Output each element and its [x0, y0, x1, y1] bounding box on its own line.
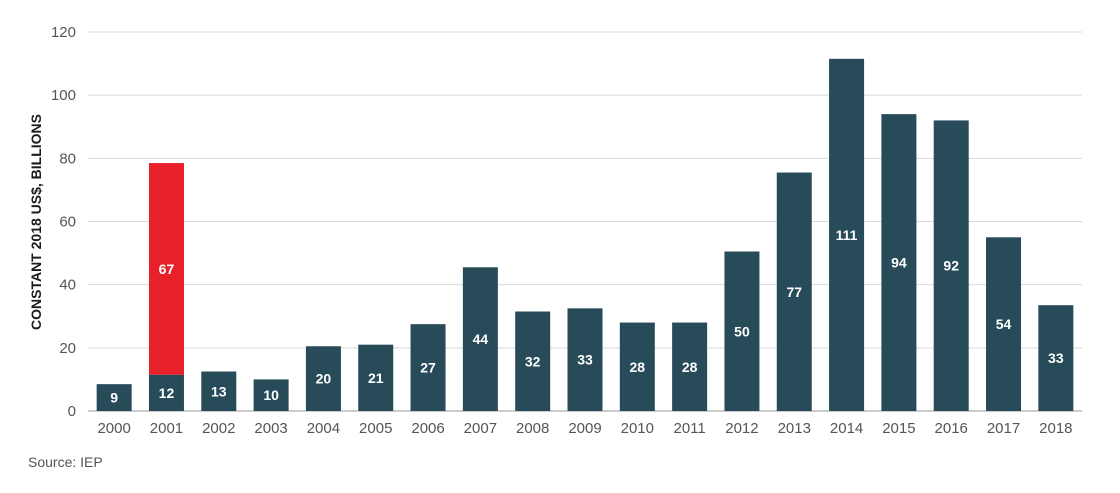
- bar-value-label: 94: [891, 255, 907, 271]
- bar-2003: [253, 379, 289, 411]
- bar-2005: [358, 344, 394, 411]
- x-tick-label: 2002: [202, 420, 235, 437]
- bar-value-label: 10: [263, 387, 279, 403]
- bar-value-label: 20: [316, 371, 332, 387]
- x-tick-label: 2007: [464, 420, 497, 437]
- bar-2000: [96, 384, 132, 411]
- x-tick-label: 2010: [621, 420, 654, 437]
- x-tick-label: 2008: [516, 420, 549, 437]
- bar-2015: [881, 114, 917, 411]
- x-tick-label: 2011: [673, 420, 705, 437]
- x-tick-label: 2003: [254, 420, 287, 437]
- bar-2016: [933, 120, 969, 411]
- x-tick-label: 2013: [778, 420, 811, 437]
- y-tick-label: 40: [59, 277, 76, 294]
- bar-2014: [829, 58, 865, 412]
- bar-2011: [672, 322, 708, 411]
- bar-2013: [776, 172, 812, 411]
- x-axis-ticks: 2000 2001 2002 2003 2004 2005 2006 2007 2008 2009…: [97, 420, 1072, 437]
- x-tick-label: 2005: [359, 420, 392, 437]
- bar-2017: [986, 237, 1022, 411]
- bar-2012: [724, 251, 760, 411]
- x-tick-label: 2018: [1039, 420, 1072, 437]
- bar-value-label: 32: [525, 353, 541, 369]
- y-tick-label: 100: [51, 87, 76, 104]
- bar-2009: [567, 308, 603, 411]
- bar-value-label: 50: [734, 323, 750, 339]
- bar-2001-highlight: [148, 163, 184, 375]
- y-tick-label: 120: [51, 24, 76, 41]
- bar-value-label: 13: [211, 383, 227, 399]
- bar-2002: [201, 371, 237, 411]
- bar-2008: [515, 311, 551, 411]
- y-tick-label: 0: [68, 403, 76, 420]
- bar-value-label: 92: [943, 258, 959, 274]
- y-tick-label: 80: [59, 150, 76, 167]
- bar-2010: [619, 322, 655, 411]
- bar-2007: [462, 267, 498, 411]
- bar-value-label: 33: [577, 352, 593, 368]
- x-tick-label: 2001: [150, 420, 183, 437]
- x-tick-label: 2017: [987, 420, 1020, 437]
- bar-value-label: 111: [836, 227, 858, 243]
- x-tick-label: 2012: [725, 420, 758, 437]
- bar-highlight-value-label: 67: [159, 261, 175, 277]
- x-tick-label: 2004: [307, 420, 340, 437]
- x-tick-label: 2014: [830, 420, 863, 437]
- x-tick-label: 2015: [882, 420, 915, 437]
- bar-value-label: 9: [110, 390, 118, 406]
- bar-value-label: 28: [682, 359, 698, 375]
- bar-2001: [148, 374, 184, 411]
- x-tick-label: 2000: [97, 420, 130, 437]
- bar-value-label: 28: [630, 359, 646, 375]
- bar-2006: [410, 324, 446, 411]
- bar-2004: [305, 346, 341, 411]
- bar-value-label: 54: [996, 316, 1012, 332]
- x-tick-label: 2016: [935, 420, 968, 437]
- x-tick-label: 2009: [568, 420, 601, 437]
- y-tick-label: 20: [59, 340, 76, 357]
- bar-value-label: 77: [786, 284, 802, 300]
- x-tick-label: 2006: [411, 420, 444, 437]
- bars: 9 12 67 13 10 20 21 27 44 32 33 28 28 50 77 111 94 92 54 33: [96, 58, 1074, 412]
- bar-value-label: 33: [1048, 350, 1064, 366]
- gridlines: [88, 31, 1082, 412]
- bar-2018: [1038, 305, 1074, 411]
- bar-value-label: 21: [368, 370, 384, 386]
- bar-value-label: 12: [159, 385, 175, 401]
- bar-value-label: 27: [420, 360, 436, 376]
- source-note: Source: IEP: [28, 454, 103, 470]
- y-tick-label: 60: [59, 214, 76, 231]
- y-axis-label: CONSTANT 2018 US$, BILLIONS: [28, 114, 44, 330]
- y-axis-ticks: 0 20 40 60 80 100 120: [51, 24, 76, 420]
- bar-value-label: 44: [473, 331, 489, 347]
